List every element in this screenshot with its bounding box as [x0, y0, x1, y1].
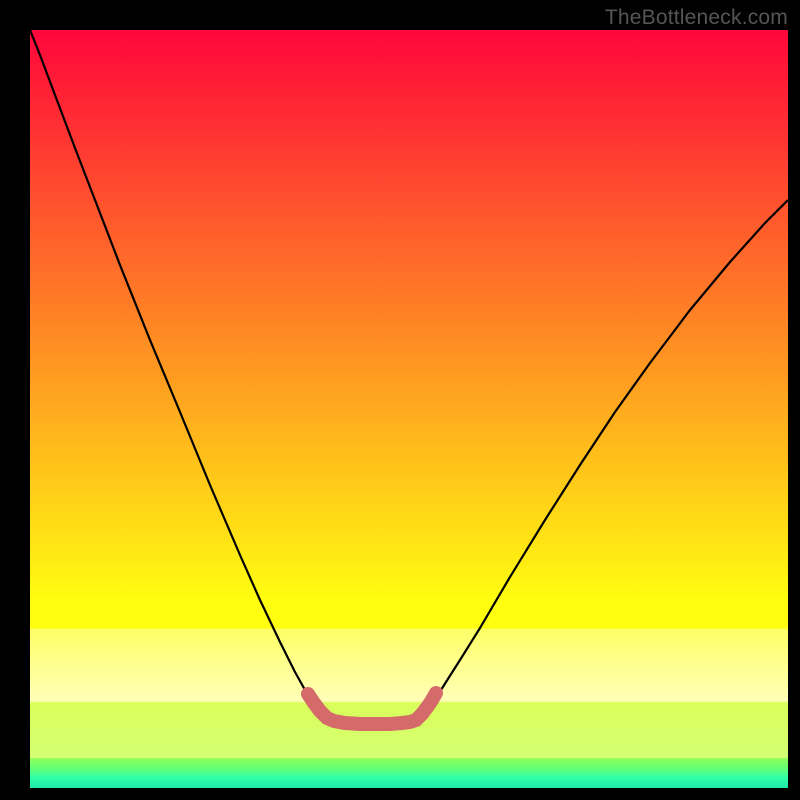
chart-container: TheBottleneck.com: [0, 0, 800, 800]
watermark-text: TheBottleneck.com: [605, 6, 788, 30]
bottleneck-chart: [0, 0, 800, 800]
gradient-background: [30, 30, 788, 788]
